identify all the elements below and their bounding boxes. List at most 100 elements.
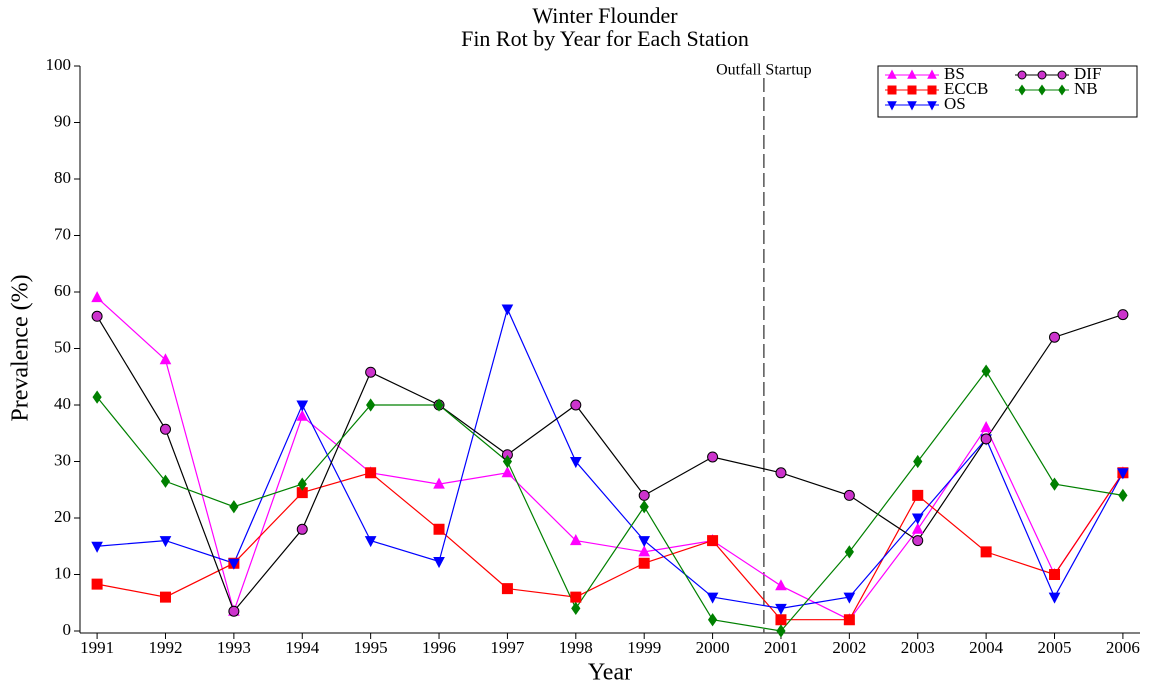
marker: [1057, 70, 1067, 80]
x-tick-label: 2002: [832, 638, 866, 657]
x-tick-label: 2004: [969, 638, 1004, 657]
x-tick-label: 1992: [148, 638, 182, 657]
marker: [980, 433, 992, 445]
marker: [1117, 468, 1129, 480]
marker: [433, 557, 445, 569]
marker: [159, 423, 171, 435]
marker: [296, 400, 309, 412]
marker: [707, 613, 718, 627]
marker: [569, 457, 582, 469]
marker: [911, 522, 924, 534]
marker: [775, 467, 787, 479]
legend-label: ECCB: [944, 79, 988, 98]
legend-label: BS: [944, 64, 965, 83]
x-tick-label: 1994: [285, 638, 320, 657]
marker: [1048, 592, 1061, 604]
marker: [1038, 84, 1046, 96]
marker: [433, 477, 445, 489]
y-tick-label: 80: [54, 168, 71, 187]
marker: [91, 541, 103, 553]
marker: [980, 421, 992, 433]
marker: [159, 536, 172, 548]
marker: [91, 291, 103, 303]
marker: [434, 398, 444, 412]
marker: [570, 399, 582, 411]
y-tick-label: 90: [54, 111, 71, 130]
y-tick-label: 70: [54, 224, 71, 243]
marker: [296, 409, 309, 421]
chart-subtitle: Fin Rot by Year for Each Station: [461, 26, 749, 51]
marker: [366, 398, 376, 412]
marker: [981, 364, 991, 378]
legend-label: DIF: [1074, 64, 1101, 83]
marker: [364, 536, 377, 548]
legend-label: NB: [1074, 79, 1098, 98]
series-line: [96, 314, 1124, 613]
x-tick-label: 1999: [627, 638, 661, 657]
marker: [843, 592, 856, 604]
legend-label: OS: [944, 94, 966, 113]
marker: [843, 489, 855, 501]
marker: [1049, 331, 1061, 343]
marker: [501, 304, 514, 316]
series-line: [96, 472, 1124, 621]
marker: [1037, 70, 1047, 80]
marker: [639, 500, 649, 514]
y-axis-label: Prevalence (%): [8, 274, 34, 421]
x-tick-label: 1993: [217, 638, 251, 657]
series-line: [97, 307, 1124, 610]
marker: [980, 546, 992, 558]
marker: [1049, 477, 1060, 491]
series-line: [96, 370, 1123, 632]
marker: [229, 500, 239, 514]
x-tick-label: 1997: [490, 638, 525, 657]
marker: [913, 454, 923, 469]
marker: [159, 353, 172, 365]
marker: [843, 614, 855, 626]
chart-title: Winter Flounder: [532, 3, 678, 28]
x-tick-label: 1996: [422, 638, 456, 657]
x-axis-label: Year: [588, 660, 632, 686]
marker: [502, 454, 513, 469]
y-tick-label: 100: [46, 55, 72, 74]
marker: [228, 558, 240, 570]
marker: [912, 489, 924, 501]
marker: [1118, 488, 1128, 503]
marker: [638, 545, 651, 557]
x-tick-label: 2005: [1038, 638, 1072, 657]
marker: [927, 69, 937, 79]
marker: [365, 467, 377, 479]
x-tick-label: 2001: [764, 638, 798, 657]
marker: [907, 69, 917, 79]
y-tick-label: 60: [54, 281, 71, 300]
marker: [1058, 84, 1066, 96]
marker: [775, 579, 787, 591]
marker: [160, 474, 171, 488]
marker: [887, 85, 897, 95]
marker: [844, 545, 854, 559]
marker: [296, 523, 308, 535]
marker: [570, 591, 582, 603]
marker: [907, 101, 917, 111]
x-tick-label: 2003: [901, 638, 935, 657]
x-tick-label: 1998: [559, 638, 593, 657]
marker: [501, 583, 513, 595]
marker: [1017, 70, 1027, 80]
x-tick-label: 2006: [1106, 638, 1140, 657]
marker: [1049, 569, 1061, 580]
marker: [92, 390, 102, 404]
marker: [775, 614, 787, 626]
marker: [775, 603, 787, 615]
marker: [927, 85, 937, 95]
x-tick-label: 2000: [696, 638, 730, 657]
marker: [228, 605, 240, 617]
marker: [707, 451, 719, 463]
x-tick-label: 1995: [354, 638, 388, 657]
marker: [91, 310, 103, 322]
marker: [159, 591, 171, 603]
marker: [887, 69, 897, 79]
marker: [927, 101, 937, 111]
y-tick-label: 10: [54, 563, 71, 582]
y-tick-label: 0: [63, 620, 72, 639]
